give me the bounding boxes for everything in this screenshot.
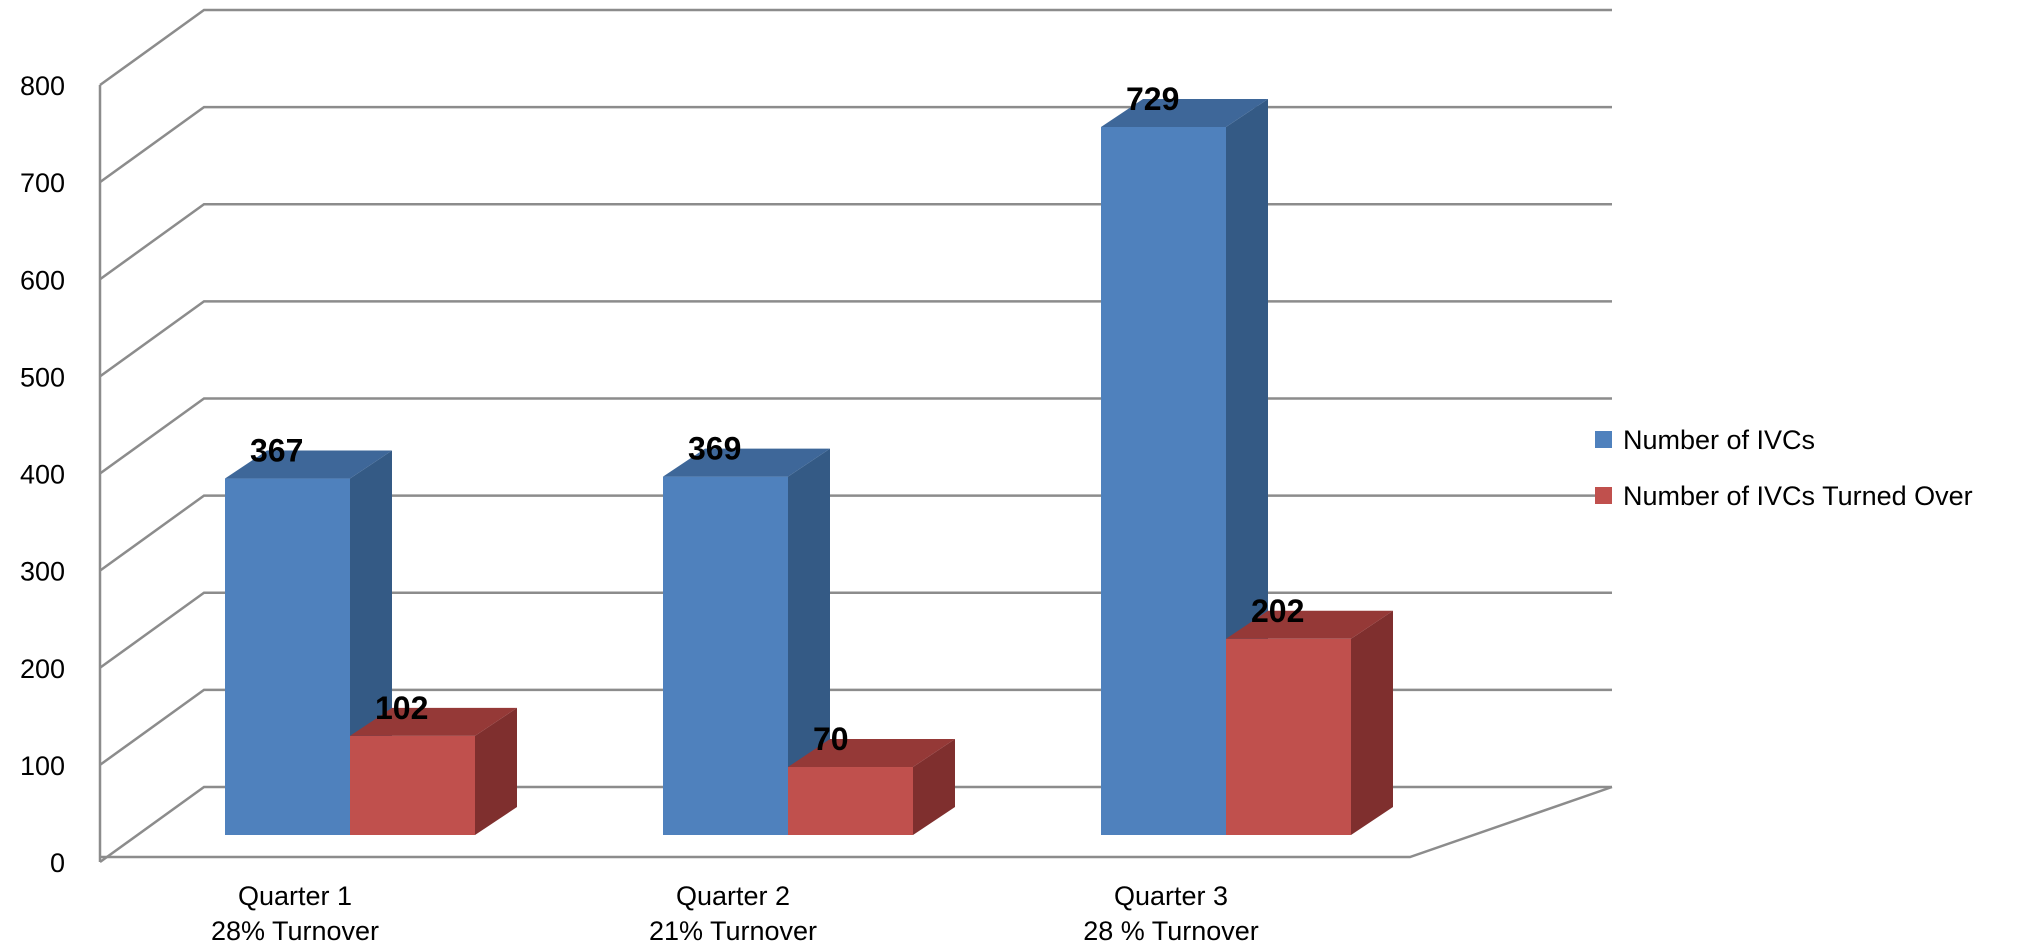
gridline <box>99 105 1612 184</box>
data-label: 70 <box>813 721 849 757</box>
data-label: 202 <box>1251 593 1304 629</box>
legend-swatch <box>1595 487 1612 504</box>
bar-ivcs <box>663 476 788 835</box>
x-tick-label: Quarter 3 <box>1114 881 1228 911</box>
bar-top-face <box>350 707 517 736</box>
x-tick-sublabel: 28% Turnover <box>211 916 379 946</box>
y-tick-label: 100 <box>20 751 65 781</box>
bar-top-face <box>788 739 955 768</box>
legend-label: Number of IVCs Turned Over <box>1623 481 1973 511</box>
bar-ivcs <box>225 478 350 835</box>
bar-top-face <box>663 448 830 477</box>
bar-turned-over <box>350 735 475 835</box>
legend: Number of IVCs Number of IVCs Turned Over <box>1595 425 1973 511</box>
data-label: 102 <box>375 690 428 726</box>
data-label: 729 <box>1126 81 1179 117</box>
gridline <box>99 8 1612 87</box>
y-tick-label: 500 <box>20 362 65 392</box>
bar-side-face <box>1351 610 1393 835</box>
bar-top-face <box>1226 610 1393 639</box>
y-tick-label: 0 <box>50 848 65 878</box>
bar-side-face <box>475 707 517 835</box>
gridline <box>99 300 1612 378</box>
x-tick-sublabel: 21% Turnover <box>649 916 817 946</box>
labels-layer: 0 100 200 300 400 500 600 700 800 367 102 Quarter 1… <box>20 71 1304 946</box>
y-tick-label: 600 <box>20 265 65 295</box>
x-tick-label: Quarter 1 <box>238 881 352 911</box>
y-tick-label: 300 <box>20 557 65 587</box>
bar-top-face <box>1101 98 1268 127</box>
gridline <box>99 203 1612 281</box>
x-tick-sublabel: 28 % Turnover <box>1083 916 1259 946</box>
bar-side-face <box>913 739 955 835</box>
bar-turned-over <box>1226 638 1351 835</box>
bar-ivcs <box>1101 126 1226 836</box>
data-label: 369 <box>688 431 741 467</box>
grid-layer <box>98 8 1613 864</box>
y-tick-label: 800 <box>20 71 65 101</box>
legend-label: Number of IVCs <box>1623 425 1815 455</box>
legend-swatch <box>1595 431 1612 448</box>
bar-top-face <box>225 450 392 479</box>
data-label: 367 <box>250 433 303 469</box>
bar-side-face <box>788 448 830 835</box>
bar-turned-over <box>788 767 913 835</box>
floor-edge <box>100 785 1613 859</box>
y-tick-label: 200 <box>20 654 65 684</box>
bars-layer <box>225 98 1393 836</box>
x-tick-label: Quarter 2 <box>676 881 790 911</box>
y-tick-label: 400 <box>20 460 65 490</box>
y-tick-label: 700 <box>20 168 65 198</box>
